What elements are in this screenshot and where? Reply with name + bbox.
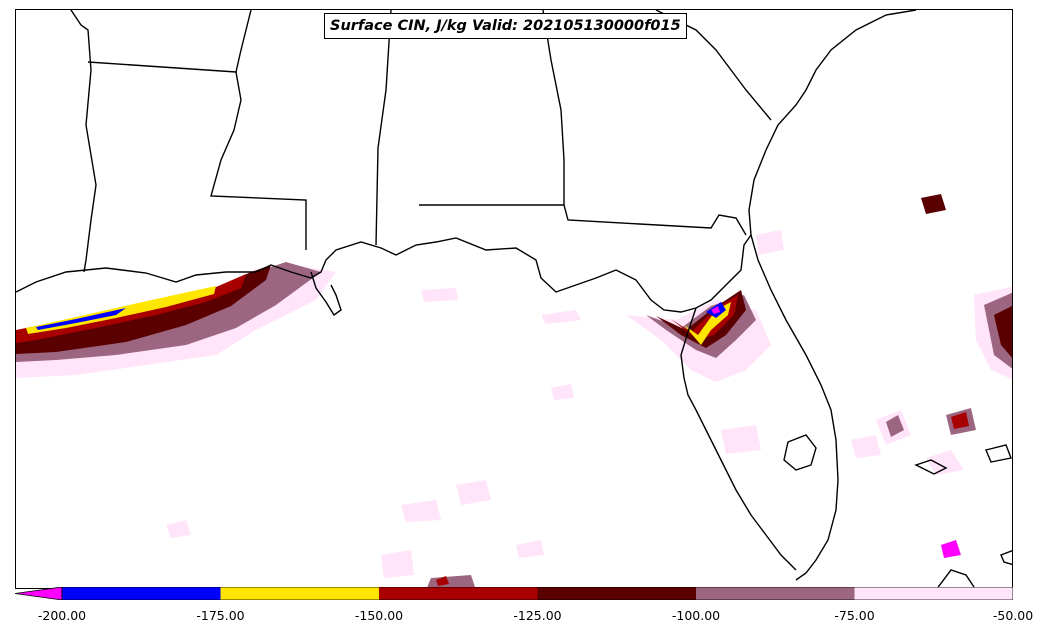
map-panel (15, 9, 1013, 589)
cin-blob-8 (756, 230, 784, 255)
bahamas-c (1000, 550, 1012, 566)
colorbar-tick-label: -75.00 (834, 608, 875, 623)
border-al-fl (419, 204, 747, 236)
colorbar-extension-min (15, 587, 63, 600)
border-al-ga (542, 10, 565, 205)
colorbar-bin-4 (696, 587, 855, 600)
cin-patch-cuba (941, 540, 961, 558)
colorbar-bin-2 (379, 587, 538, 600)
cin-blob-10 (721, 425, 761, 454)
colorbar-bins (15, 587, 1013, 600)
cin-patch-south-red (436, 576, 449, 586)
border-ar-la (87, 61, 237, 73)
cuba-north (936, 569, 976, 588)
colorbar-tick-label: -175.00 (196, 608, 245, 623)
cin-band-blue-west (36, 308, 126, 330)
colorbar-bin-0 (62, 587, 221, 600)
lake-okeechobee (783, 434, 817, 471)
border-tx-la (70, 10, 97, 273)
colorbar-bin-1 (220, 587, 379, 600)
atlantic-coast (748, 10, 917, 236)
colorbar-bin-3 (537, 587, 696, 600)
florida-west-coast (680, 307, 797, 571)
colorbar-tick-label: -200.00 (37, 608, 87, 623)
cin-patch-bahamas (926, 450, 964, 475)
colorbar-tick-label: -50.00 (992, 608, 1034, 623)
coastlines (16, 10, 1012, 588)
border-ms-lowlands (235, 10, 252, 73)
colorbar-outline (61, 587, 1013, 600)
cin-blob-11 (851, 435, 881, 458)
cin-patch-se-d (951, 412, 969, 429)
border-ms-river (210, 71, 307, 250)
cin-blob-5 (166, 520, 191, 538)
cin-patch-se-b (886, 415, 904, 437)
cin-blob-9 (551, 384, 574, 400)
colorbar-bin-5 (854, 587, 1013, 600)
cin-band-magenta-fl (711, 306, 720, 314)
cin-blob-3 (516, 540, 544, 558)
cin-blob-2 (401, 500, 441, 522)
cin-shading (16, 194, 1012, 588)
mississippi-delta (310, 271, 342, 317)
bahamas-b (985, 444, 1012, 463)
bahamas-a (914, 459, 948, 475)
cin-blob-6 (541, 310, 581, 324)
border-ms-al (375, 10, 392, 246)
gulf-coast (16, 234, 752, 313)
colorbar (15, 587, 1013, 600)
colorbar-tick-label: -125.00 (513, 608, 562, 623)
florida-east-coast (750, 234, 839, 581)
cin-blob-7 (421, 288, 458, 302)
map-title: Surface CIN, J/kg Valid: 202105130000f01… (324, 13, 687, 39)
cin-patch-east-c (994, 306, 1012, 358)
cin-patch-ne (921, 194, 946, 214)
cin-blob-1 (456, 480, 491, 505)
cin-blob-4 (381, 550, 414, 578)
state-borders (70, 10, 772, 273)
colorbar-tick-label: -150.00 (354, 608, 404, 623)
colorbar-tick-label: -100.00 (671, 608, 721, 623)
cin-map (16, 10, 1012, 588)
